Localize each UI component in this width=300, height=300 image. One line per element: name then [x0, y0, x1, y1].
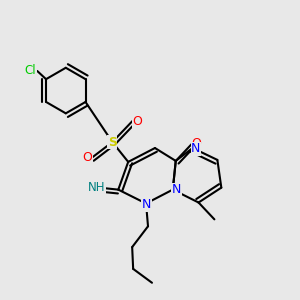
Text: S: S: [108, 136, 117, 148]
Text: O: O: [191, 137, 201, 151]
Text: O: O: [82, 151, 92, 164]
Text: Cl: Cl: [25, 64, 36, 77]
Text: N: N: [172, 183, 181, 196]
Text: N: N: [191, 142, 201, 155]
Text: NH: NH: [88, 181, 105, 194]
Text: O: O: [132, 115, 142, 128]
Text: N: N: [142, 199, 151, 212]
